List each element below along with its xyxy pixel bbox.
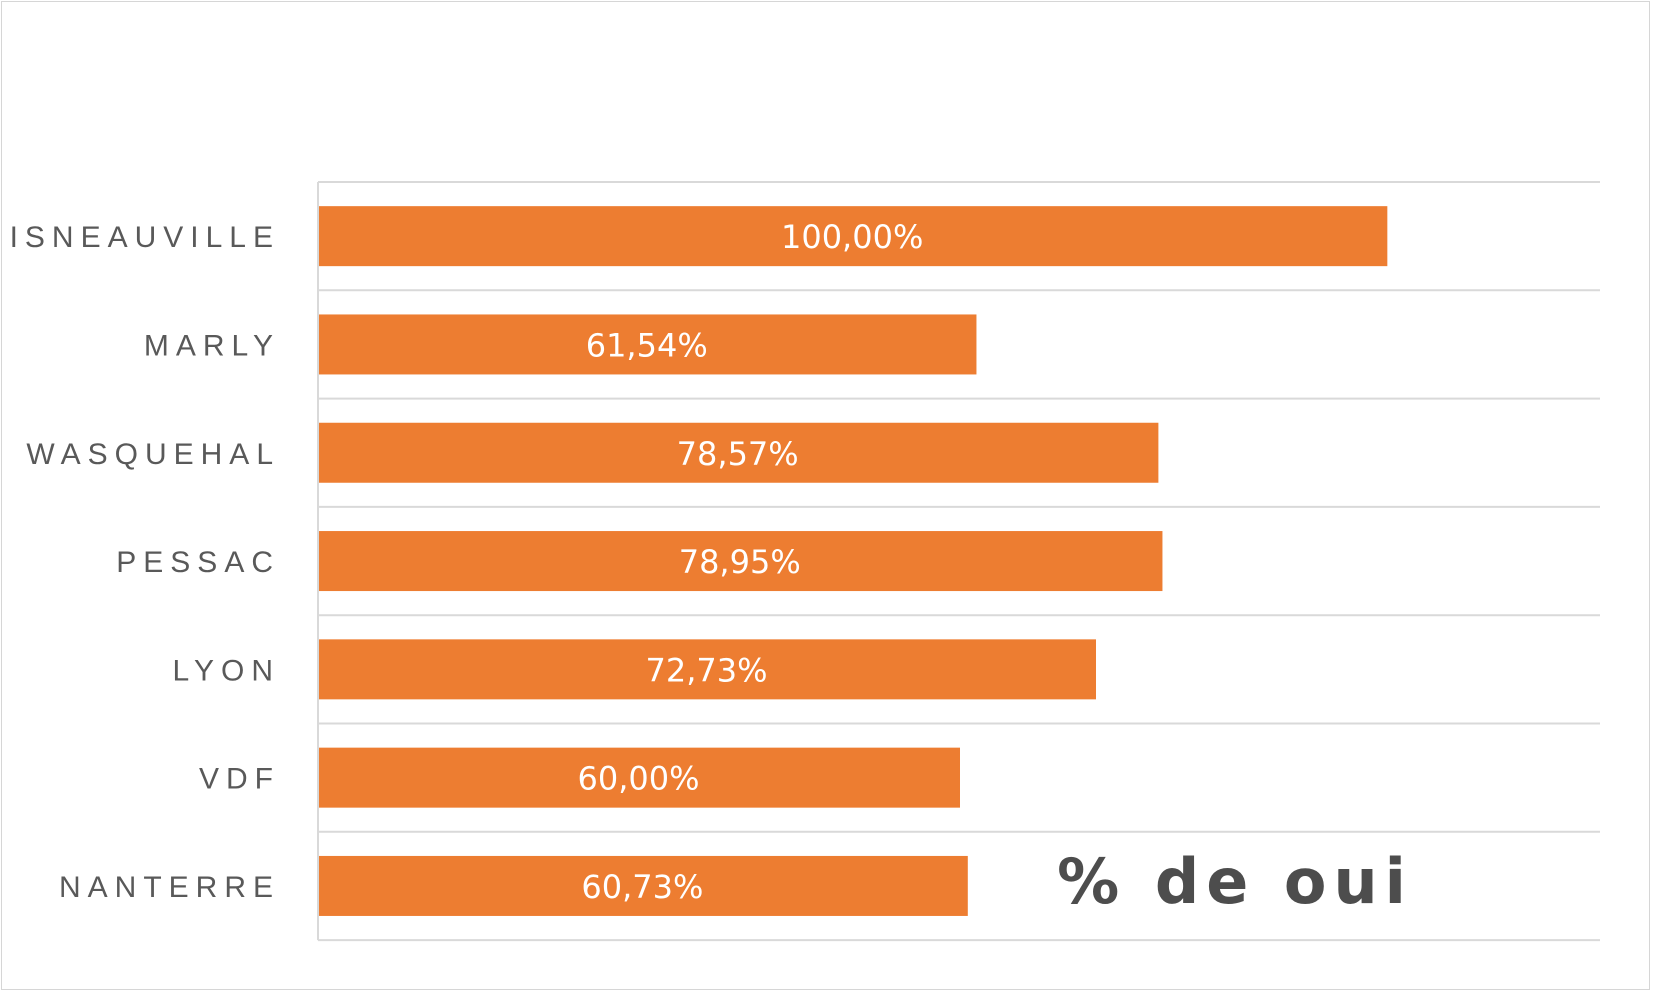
data-label: 60,73% <box>581 868 703 906</box>
category-label: ISNEAUVILLE <box>10 221 280 254</box>
bar-isneauville <box>319 206 1388 267</box>
bar-vdf <box>319 747 960 808</box>
bar-marly <box>319 314 977 375</box>
bar-nanterre <box>319 855 968 916</box>
category-label: PESSAC <box>116 546 280 579</box>
bar-pessac <box>319 531 1163 592</box>
category-label: LYON <box>173 654 280 687</box>
bar-lyon <box>319 639 1096 700</box>
gridlines <box>317 181 1600 942</box>
labels: ISNEAUVILLE 100,00% MARLY 61,54% WASQUEHAL 78… <box>10 218 924 906</box>
data-label: 60,00% <box>577 760 699 798</box>
data-label: 78,95% <box>679 543 801 581</box>
category-label: NANTERRE <box>59 871 280 904</box>
bar-wasquehal <box>319 422 1159 483</box>
data-label: 100,00% <box>781 218 923 256</box>
data-label: 72,73% <box>645 651 767 689</box>
category-label: MARLY <box>144 329 280 362</box>
chart-annotation: % de oui <box>1057 845 1413 918</box>
category-label: WASQUEHAL <box>26 438 280 471</box>
category-label: VDF <box>199 763 280 796</box>
data-label: 61,54% <box>586 326 708 364</box>
bars <box>319 206 1388 916</box>
data-label: 78,57% <box>677 435 799 473</box>
